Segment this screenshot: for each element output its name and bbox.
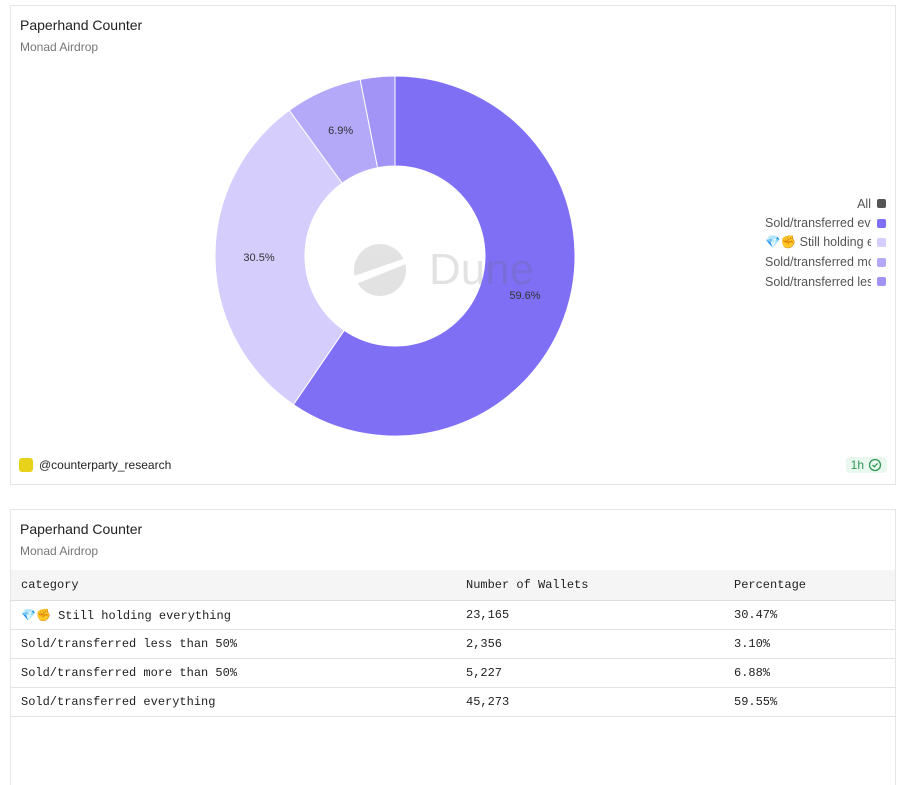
table-row: Sold/transferred less than 50% 2,356 3.10% [11,629,895,659]
column-header[interactable]: Number of Wallets [456,570,724,601]
legend-item[interactable]: Sold/transferred less than 50% [726,272,886,292]
chart-card: Paperhand Counter Monad Airdrop Dune 59.… [10,5,896,485]
watermark: Dune [429,245,534,294]
legend-label: Sold/transferred everything [765,216,871,231]
legend-item[interactable]: Sold/transferred more than 50% [726,253,886,273]
chart-subtitle: Monad Airdrop [20,40,99,54]
table-cell: Sold/transferred less than 50% [11,629,456,659]
table-row: Sold/transferred everything 45,273 59.55% [11,687,895,717]
table-row: Sold/transferred more than 50% 5,227 6.88% [11,658,895,688]
legend-swatch [877,218,886,228]
table-cell: 💎✊ Still holding everything [11,600,456,630]
legend-item[interactable]: All [726,194,886,214]
legend-label: Sold/transferred more than 50% [765,255,871,270]
legend-label: Sold/transferred less than 50% [765,274,871,289]
chart-title: Paperhand Counter [20,17,143,33]
table-card: Paperhand Counter Monad Airdrop category… [10,509,896,785]
legend-label: 💎✊ Still holding everything [765,235,871,250]
pie-slice [359,75,396,169]
table-cell: 23,165 [456,600,724,630]
chart: Dune 59.6% 30.5% 6.9% [214,75,576,437]
table-cell: 30.47% [724,600,895,630]
freshness: 1h [850,458,864,472]
pie-slice [214,109,345,406]
check-icon [868,458,882,472]
table-cell: Sold/transferred more than 50% [11,658,456,688]
column-header[interactable]: Percentage [724,570,895,601]
table-header: category Number of Wallets Percentage [11,570,895,601]
table-cell: 2,356 [456,629,724,659]
table-subtitle: Monad Airdrop [20,544,99,558]
data-label: 6.9% [328,125,353,137]
legend-item[interactable]: Sold/transferred everything [726,214,886,234]
pie-slice [292,75,576,437]
freshness-badge: 1h [845,457,887,473]
author-name: @counterparty_research [39,458,172,472]
legend-item[interactable]: 💎✊ Still holding everything [726,233,886,253]
legend-swatch [877,277,886,287]
column-header[interactable]: category [11,570,456,601]
watermark-logo [354,244,406,296]
author-avatar [19,458,33,472]
legend-label: All [857,196,871,211]
table-cell: Sold/transferred everything [11,687,456,717]
legend: All Sold/transferred everything 💎✊ Still … [726,194,886,292]
legend-swatch [877,199,886,209]
table: category Number of Wallets Percentage 💎✊ St… [11,570,895,717]
table-row: 💎✊ Still holding everything 23,165 30.47% [11,600,895,630]
author[interactable]: @counterparty_research [19,458,171,472]
data-label: 59.6% [509,290,540,302]
table-cell: 3.10% [724,629,895,659]
table-cell: 5,227 [456,658,724,688]
data-label: 30.5% [243,252,274,264]
table-title: Paperhand Counter [20,521,143,537]
table-cell: 6.88% [724,658,895,688]
legend-swatch [877,238,886,248]
legend-swatch [877,257,886,267]
table-cell: 59.55% [724,687,895,717]
table-cell: 45,273 [456,687,724,717]
